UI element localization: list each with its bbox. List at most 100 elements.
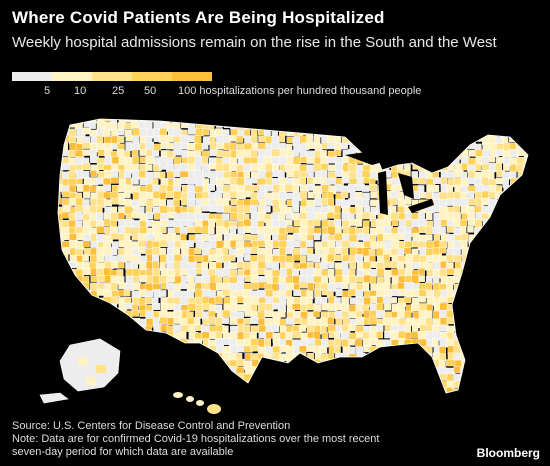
county-cell — [453, 240, 461, 249]
county-cell — [96, 135, 104, 145]
county-cell — [257, 191, 266, 199]
county-cell — [250, 163, 260, 172]
county-cell — [516, 135, 525, 144]
county-cell — [504, 395, 513, 403]
county-cell — [188, 346, 196, 354]
county-cell — [90, 170, 97, 177]
county-cell — [327, 156, 336, 164]
county-cell — [515, 283, 524, 291]
county-cell — [502, 220, 513, 230]
county-cell — [328, 129, 336, 137]
county-cell — [321, 198, 328, 206]
county-cell — [58, 197, 62, 205]
county-cell — [314, 396, 321, 403]
county-cell — [180, 324, 190, 332]
county-cell — [103, 387, 111, 393]
county-cell — [489, 332, 497, 339]
legend-label-25: 25 — [112, 85, 125, 97]
county-cell — [348, 380, 356, 390]
county-cell — [58, 373, 63, 382]
county-cell — [468, 128, 477, 136]
county-cell — [257, 156, 265, 164]
county-cell — [523, 387, 528, 393]
county-cell — [286, 282, 294, 291]
county-cell — [208, 218, 216, 227]
county-cell — [397, 309, 406, 319]
county-cell — [271, 142, 280, 150]
county-cell — [523, 396, 530, 404]
county-cell — [139, 388, 149, 393]
county-cell — [292, 366, 300, 373]
county-cell — [320, 261, 328, 270]
county-cell — [58, 191, 61, 199]
county-cell — [279, 296, 287, 304]
county-cell — [299, 281, 309, 289]
county-cell — [334, 337, 342, 347]
county-cell — [468, 331, 477, 341]
county-cell — [489, 248, 498, 255]
county-cell — [110, 232, 120, 240]
county-cell — [291, 213, 300, 221]
county-cell — [466, 275, 475, 283]
county-cell — [503, 366, 511, 374]
county-cell — [89, 121, 96, 129]
county-cell — [531, 389, 538, 396]
county-cell — [334, 205, 341, 215]
county-cell — [355, 136, 363, 144]
legend-color-bar — [12, 72, 492, 81]
county-cell — [404, 212, 412, 221]
county-cell — [152, 317, 160, 326]
county-cell — [489, 360, 499, 369]
county-cell — [188, 119, 198, 123]
county-cell — [173, 366, 183, 375]
county-cell — [411, 129, 419, 139]
county-cell — [481, 325, 489, 333]
county-cell — [474, 171, 482, 179]
county-cell — [532, 185, 541, 192]
us-county-map — [0, 95, 550, 415]
county-cell — [320, 169, 328, 179]
county-cell — [174, 136, 181, 144]
county-cell — [180, 381, 189, 390]
county-cell — [418, 289, 426, 297]
county-cell — [131, 338, 141, 346]
county-cell — [208, 119, 216, 122]
county-cell — [138, 198, 148, 207]
county-cell — [313, 310, 320, 318]
county-cell — [258, 148, 266, 158]
county-cell — [117, 381, 127, 388]
county-cell — [58, 290, 63, 298]
county-cell — [376, 360, 387, 370]
county-cell — [292, 254, 302, 261]
county-cell — [432, 136, 440, 146]
county-cell — [279, 366, 286, 376]
county-cell — [509, 254, 517, 261]
county-cell — [517, 297, 526, 305]
county-cell — [103, 119, 111, 122]
county-cell — [201, 374, 209, 382]
county-cell — [173, 317, 182, 324]
county-cell — [82, 184, 90, 193]
county-cell — [453, 121, 462, 131]
county-cell — [223, 374, 231, 383]
county-cell — [432, 127, 440, 137]
county-cell — [342, 395, 350, 403]
county-cell — [285, 373, 293, 384]
county-cell — [123, 191, 131, 198]
county-cell — [209, 380, 218, 389]
county-cell — [131, 309, 139, 317]
county-cell — [194, 360, 202, 370]
county-cell — [293, 374, 302, 383]
county-cell — [58, 268, 64, 278]
county-cell — [362, 367, 371, 375]
county-cell — [531, 164, 539, 171]
county-cell — [293, 121, 301, 131]
county-cell — [145, 345, 153, 355]
county-cell — [489, 396, 496, 405]
county-cell — [342, 381, 351, 389]
county-cell — [321, 141, 328, 150]
county-cell — [503, 241, 512, 249]
county-cell — [144, 296, 153, 304]
county-cell — [425, 226, 433, 235]
county-cell — [124, 198, 132, 207]
